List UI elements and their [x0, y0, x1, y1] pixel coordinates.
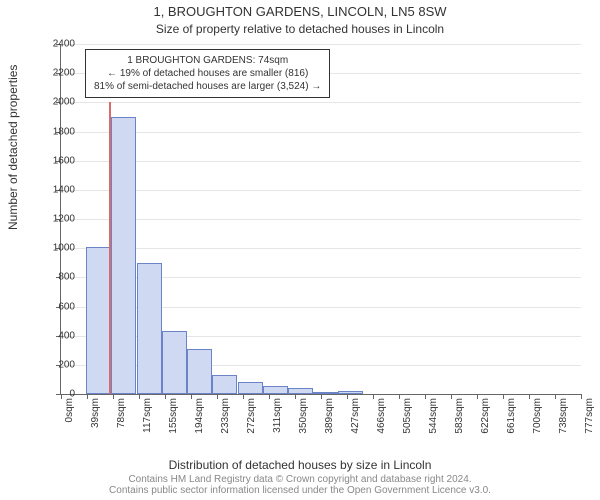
ytick-label: 800 [39, 272, 75, 283]
xtick-mark [139, 394, 140, 399]
xtick-label: 0sqm [64, 398, 75, 422]
xtick-mark [581, 394, 582, 399]
footer-line-2: Contains public sector information licen… [0, 485, 600, 496]
ytick-label: 600 [39, 301, 75, 312]
xtick-label: 777sqm [584, 398, 595, 434]
xtick-mark [477, 394, 478, 399]
footer: Contains HM Land Registry data © Crown c… [0, 474, 600, 496]
histogram-bar [338, 391, 363, 394]
xtick-label: 700sqm [532, 398, 543, 434]
xtick-mark [191, 394, 192, 399]
ytick-label: 1200 [39, 214, 75, 225]
ytick-label: 1600 [39, 155, 75, 166]
info-line-2: ← 19% of detached houses are smaller (81… [94, 67, 321, 80]
histogram-bar [212, 375, 237, 394]
xtick-mark [425, 394, 426, 399]
histogram-bar [86, 247, 111, 394]
xtick-label: 117sqm [142, 398, 153, 433]
xtick-label: 39sqm [90, 398, 101, 428]
marker-line [109, 102, 111, 394]
xtick-mark [399, 394, 400, 399]
histogram-bar [162, 331, 187, 394]
gridline [61, 190, 581, 191]
xtick-label: 272sqm [246, 398, 257, 434]
x-axis-label: Distribution of detached houses by size … [0, 458, 600, 472]
chart-container: 1, BROUGHTON GARDENS, LINCOLN, LN5 8SW S… [0, 0, 600, 500]
xtick-label: 583sqm [454, 398, 465, 434]
xtick-label: 544sqm [428, 398, 439, 434]
xtick-mark [269, 394, 270, 399]
xtick-mark [295, 394, 296, 399]
ytick-label: 400 [39, 330, 75, 341]
info-box: 1 BROUGHTON GARDENS: 74sqm ← 19% of deta… [85, 49, 330, 98]
xtick-label: 389sqm [324, 398, 335, 434]
xtick-mark [451, 394, 452, 399]
xtick-mark [243, 394, 244, 399]
xtick-mark [165, 394, 166, 399]
xtick-label: 155sqm [168, 398, 179, 434]
histogram-bar [187, 349, 212, 394]
info-line-3: 81% of semi-detached houses are larger (… [94, 80, 321, 93]
y-axis-label: Number of detached properties [6, 65, 20, 230]
chart-subtitle: Size of property relative to detached ho… [0, 22, 600, 36]
xtick-label: 738sqm [558, 398, 569, 434]
xtick-mark [217, 394, 218, 399]
xtick-mark [503, 394, 504, 399]
xtick-mark [555, 394, 556, 399]
xtick-mark [321, 394, 322, 399]
ytick-label: 2400 [39, 39, 75, 50]
gridline [61, 248, 581, 249]
chart-title: 1, BROUGHTON GARDENS, LINCOLN, LN5 8SW [0, 4, 600, 19]
xtick-label: 78sqm [116, 398, 127, 428]
gridline [61, 219, 581, 220]
histogram-bar [137, 263, 162, 394]
histogram-bar [313, 392, 338, 394]
gridline [61, 44, 581, 45]
histogram-bar [263, 386, 288, 394]
footer-line-1: Contains HM Land Registry data © Crown c… [0, 474, 600, 485]
histogram-bar [288, 388, 313, 394]
ytick-label: 1400 [39, 184, 75, 195]
xtick-label: 194sqm [194, 398, 205, 434]
ytick-label: 200 [39, 359, 75, 370]
xtick-mark [113, 394, 114, 399]
xtick-label: 505sqm [402, 398, 413, 434]
gridline [61, 161, 581, 162]
xtick-label: 622sqm [480, 398, 491, 434]
histogram-bar [238, 382, 263, 394]
xtick-label: 233sqm [220, 398, 231, 434]
xtick-mark [529, 394, 530, 399]
ytick-label: 2000 [39, 97, 75, 108]
xtick-label: 427sqm [350, 398, 361, 434]
xtick-label: 466sqm [376, 398, 387, 434]
xtick-mark [347, 394, 348, 399]
gridline [61, 132, 581, 133]
ytick-label: 0 [39, 389, 75, 400]
xtick-label: 661sqm [506, 398, 517, 434]
xtick-label: 311sqm [272, 398, 283, 433]
xtick-label: 350sqm [298, 398, 309, 434]
histogram-bar [111, 117, 136, 394]
info-line-1: 1 BROUGHTON GARDENS: 74sqm [94, 54, 321, 67]
xtick-mark [373, 394, 374, 399]
ytick-label: 1800 [39, 126, 75, 137]
ytick-label: 2200 [39, 68, 75, 79]
ytick-label: 1000 [39, 243, 75, 254]
gridline [61, 102, 581, 103]
xtick-mark [87, 394, 88, 399]
